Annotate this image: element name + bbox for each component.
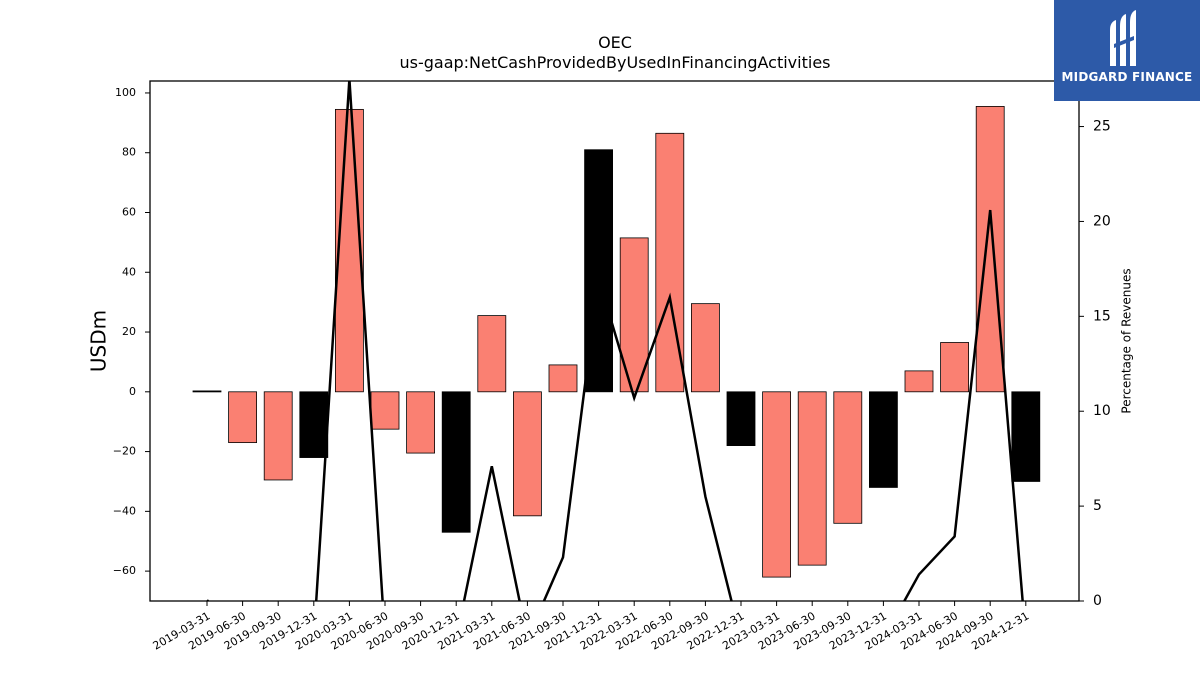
bar-2024-03-31: [904, 370, 934, 393]
chart-subtitle: us-gaap:NetCashProvidedByUsedInFinancing…: [399, 53, 831, 72]
y-tick-label: −40: [113, 504, 136, 517]
y-tick-label: 60: [122, 205, 136, 218]
y2-tick-label: 10: [1093, 403, 1111, 419]
y2-axis-label: Percentage of Revenues: [1120, 268, 1134, 413]
bar-2019-12-31: [299, 391, 329, 458]
bar-2020-12-31: [441, 391, 471, 533]
bar-2023-12-31: [869, 391, 898, 488]
x-axis: 2019-03-312019-06-302019-09-302019-12-31…: [151, 601, 1031, 653]
bar-2023-03-31: [762, 391, 791, 578]
y2-tick-label: 20: [1093, 213, 1111, 229]
y2-tick-label: 5: [1093, 498, 1102, 514]
bar-2023-06-30: [797, 391, 827, 566]
bar-2023-09-30: [833, 391, 863, 524]
y-tick-label: 80: [122, 146, 136, 159]
bar-2019-03-31: [192, 390, 222, 393]
bar-series: [192, 106, 1041, 578]
y-axis-left: −60 −40 −20 0 20 40 60 80 100: [113, 86, 150, 577]
y-tick-label: 0: [129, 385, 136, 398]
bar-2019-06-30: [228, 391, 258, 444]
bar-2020-09-30: [406, 391, 436, 454]
bar-2021-09-30: [548, 364, 578, 393]
y-axis-right: 0 5 10 15 20 25: [1079, 119, 1111, 609]
bar-2022-09-30: [691, 303, 720, 393]
bar-2020-03-31: [334, 108, 364, 393]
y-tick-label: 40: [122, 265, 136, 278]
y-axis-label: USDm: [87, 310, 111, 372]
bar-2022-12-31: [726, 391, 756, 446]
logo-text: MIDGARD FINANCE: [1061, 70, 1193, 84]
y-tick-label: 20: [122, 325, 136, 338]
bar-2024-06-30: [940, 342, 969, 393]
bar-2020-06-30: [370, 391, 400, 430]
logo-icon: [1110, 10, 1136, 66]
y-tick-label: −20: [113, 445, 136, 458]
bar-2024-09-30: [975, 106, 1005, 393]
bar-2021-06-30: [513, 391, 542, 517]
bar-2019-09-30: [263, 391, 293, 481]
y2-tick-label: 0: [1093, 593, 1102, 609]
y2-tick-label: 15: [1093, 308, 1111, 324]
y-tick-label: −60: [113, 564, 136, 577]
bar-2021-03-31: [477, 315, 507, 393]
plot-frame: [149, 80, 1080, 602]
y-tick-label: 100: [115, 86, 136, 99]
logo-badge: MIDGARD FINANCE: [1054, 0, 1200, 101]
bar-2024-12-31: [1011, 391, 1041, 482]
y2-tick-label: 25: [1093, 119, 1111, 135]
revenue-percentage-line: [206, 81, 1024, 601]
line-series: [206, 81, 1024, 601]
chart-title: OEC: [598, 33, 632, 52]
